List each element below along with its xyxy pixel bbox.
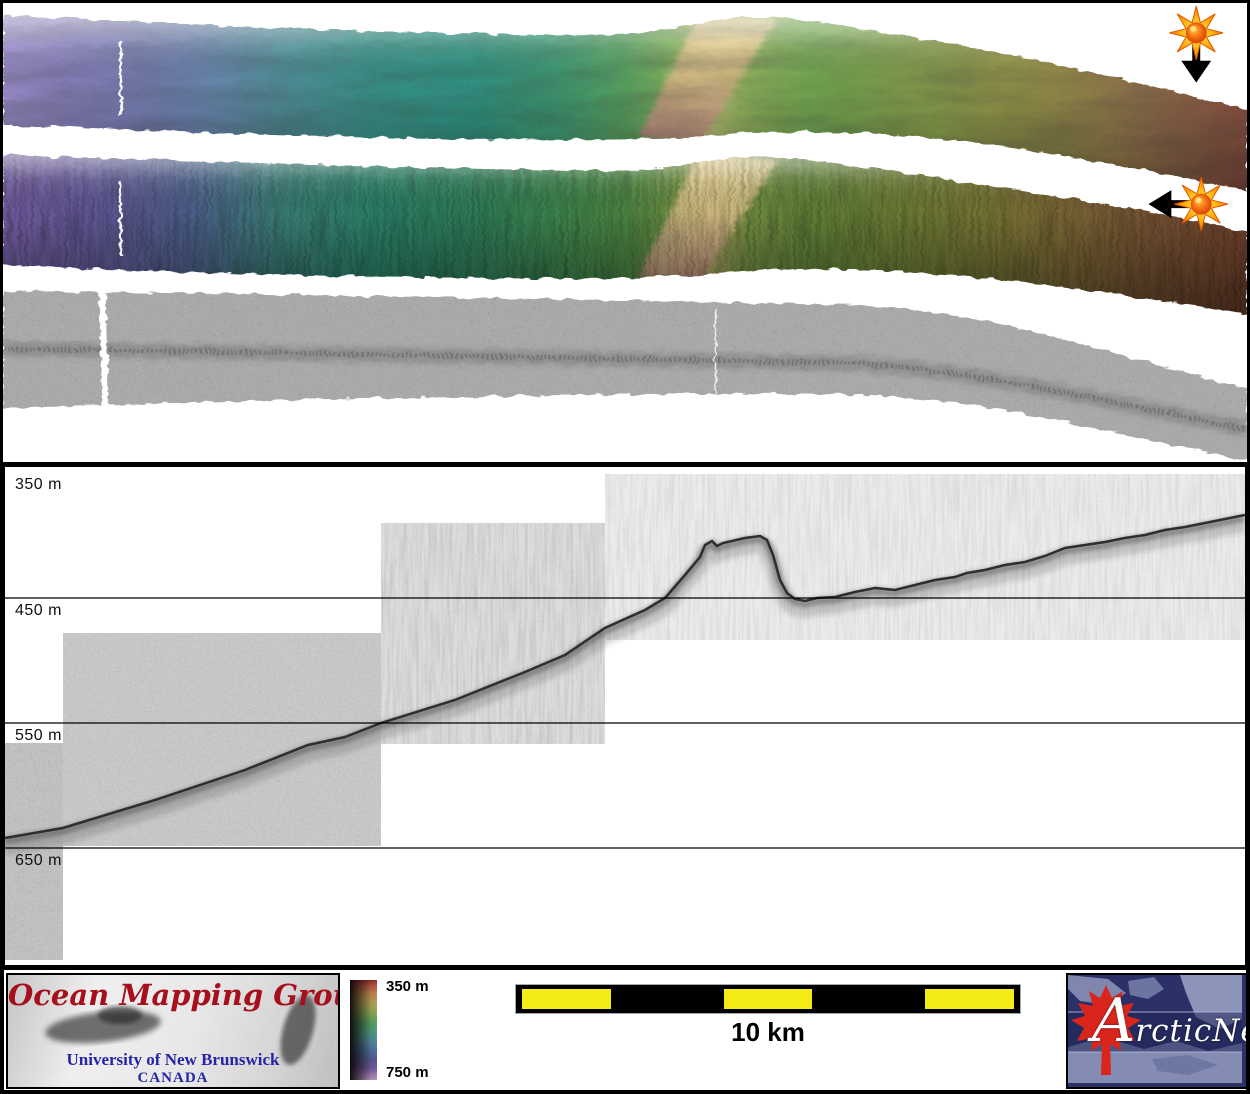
data-gap-line xyxy=(98,290,110,411)
sun-illumination-down-icon xyxy=(1168,5,1224,83)
depth-label-350m: 350 m xyxy=(15,476,62,493)
arcticnet-initial: A xyxy=(1092,986,1136,1056)
scale-segment xyxy=(516,985,617,1013)
scale-segment xyxy=(718,985,819,1013)
echogram-block-middle xyxy=(381,523,605,744)
scale-segment xyxy=(818,985,919,1013)
data-gap-line xyxy=(119,180,122,256)
sun-illumination-left-icon xyxy=(1148,176,1229,232)
maple-leaf-icon xyxy=(1071,985,1141,1075)
colorbar-top-label: 350 m xyxy=(386,978,429,995)
profiler-canvas xyxy=(5,474,1245,960)
depth-label-450m: 450 m xyxy=(15,602,62,619)
arcticnet-rest: rcticNet xyxy=(1135,1013,1246,1049)
depth-colorbar xyxy=(350,980,377,1080)
ocean-mapping-group-logo: Ocean Mapping Group University of New Br… xyxy=(6,973,340,1089)
swath-panel xyxy=(0,0,1250,466)
scale-segment xyxy=(617,985,718,1013)
omg-logo-art xyxy=(8,995,334,1075)
footer-panel: Ocean Mapping Group University of New Br… xyxy=(0,966,1250,1094)
swath-canvas xyxy=(3,5,1247,462)
depth-gridlines xyxy=(5,597,1245,849)
sidescan-strip xyxy=(3,290,1247,462)
arcticnet-wordmark: ArcticNet xyxy=(1092,986,1246,1056)
data-gap-line xyxy=(119,40,122,115)
data-gap-line xyxy=(714,309,717,398)
omg-university: University of New Brunswick xyxy=(66,1050,280,1069)
omg-country: CANADA xyxy=(137,1070,209,1086)
echogram-block-left xyxy=(63,633,381,846)
scale-segment xyxy=(919,985,1020,1013)
arcticnet-logo: ArcticNet xyxy=(1066,973,1248,1089)
arcticnet-logo-art xyxy=(1068,975,1242,1083)
subbottom-profiler-panel: 350 m 450 m 550 m 650 m xyxy=(0,462,1250,970)
scale-bar-label: 10 km xyxy=(731,1017,805,1047)
depth-label-650m: 650 m xyxy=(15,852,62,869)
seafloor-trace xyxy=(5,513,1245,855)
depth-label-550m: 550 m xyxy=(15,727,62,744)
bathymetry-swath-2 xyxy=(3,155,1247,314)
bathymetry-swath-1 xyxy=(3,14,1247,191)
colorbar-bottom-label: 750 m xyxy=(386,1064,429,1081)
map-scale-bar xyxy=(515,984,1021,1014)
nadir-band xyxy=(3,341,1247,436)
omg-title: Ocean Mapping Group xyxy=(8,978,340,1012)
